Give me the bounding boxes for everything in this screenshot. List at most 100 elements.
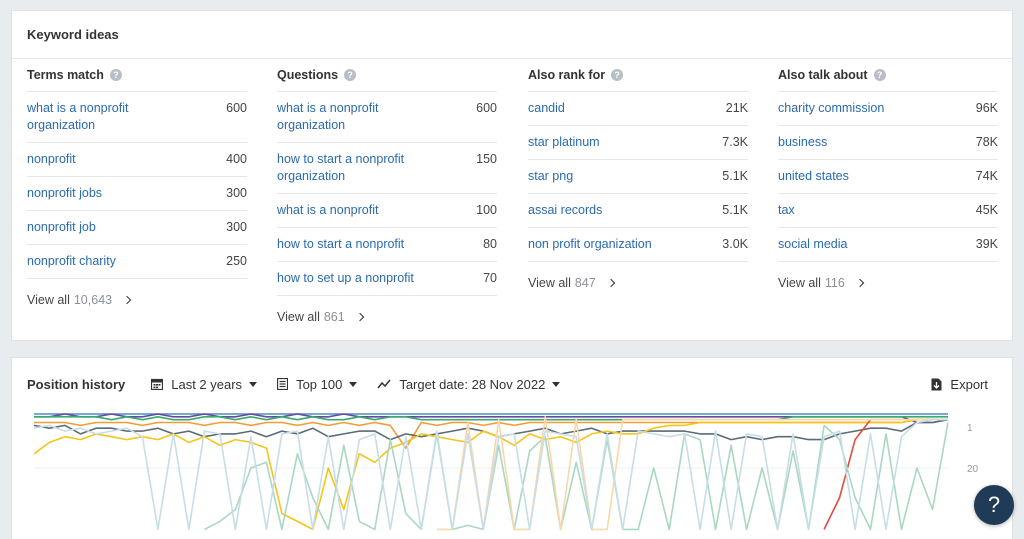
view-all-link[interactable]: View all 847 [528,276,748,290]
series-line[interactable] [204,422,949,531]
keyword-link[interactable]: nonprofit charity [27,254,116,268]
target-date-label: Target date: 28 Nov 2022 [399,376,546,392]
position-history-card: 1 20 Position history Last 2 years [11,357,1013,539]
keyword-link[interactable]: what is a nonprofit organization [27,101,129,132]
keyword-volume: 600 [226,101,247,115]
series-line[interactable] [33,418,948,531]
position-history-toolbar: Position history Last 2 years Top 100 [27,375,580,393]
keyword-link[interactable]: star platinum [528,135,600,149]
keyword-row: how to start a nonprofit organization 150 [277,143,497,194]
keyword-volume: 150 [476,152,497,166]
chevron-right-icon [122,295,132,305]
view-all-count: 861 [323,310,345,324]
keyword-link[interactable]: united states [778,169,849,183]
keyword-link[interactable]: nonprofit job [27,220,96,234]
keyword-link[interactable]: what is a nonprofit [277,203,379,217]
keyword-row: nonprofit job 300 [27,211,247,245]
list-icon [277,378,289,390]
keyword-row: nonprofit jobs 300 [27,177,247,211]
keyword-column: Questions? what is a nonprofit organizati… [277,59,497,324]
keyword-link[interactable]: tax [778,203,795,217]
keyword-volume: 39K [975,237,998,251]
help-button[interactable]: ? [974,485,1014,525]
keyword-volume: 600 [476,101,497,115]
keyword-volume: 5.1K [722,203,748,217]
y-tick-label: 1 [967,423,973,434]
keyword-row: how to set up a nonprofit 70 [277,262,497,296]
keyword-link[interactable]: nonprofit jobs [27,186,103,200]
column-heading-label: Terms match [27,68,104,82]
keyword-volume: 78K [975,135,998,149]
y-tick-label: 20 [967,464,979,475]
column-heading: Also rank for? [528,59,748,92]
keyword-volume: 5.1K [722,169,748,183]
chevron-down-icon [552,381,561,387]
keyword-column: Also rank for? candid 21K star platinum 7.3K… [528,59,748,290]
column-heading-label: Also talk about [778,68,868,82]
keyword-link[interactable]: what is a nonprofit organization [277,101,379,132]
column-heading: Terms match? [27,59,247,92]
series-line[interactable] [34,413,949,424]
view-all-label: View all [778,276,821,290]
keyword-link[interactable]: how to set up a nonprofit [277,271,414,285]
keyword-row: what is a nonprofit 100 [277,194,497,228]
keyword-link[interactable]: candid [528,101,565,115]
top-dropdown[interactable]: Top 100 [277,377,358,392]
keyword-volume: 80 [483,237,497,251]
keyword-row: candid 21K [528,92,748,126]
target-date-dropdown[interactable]: Target date: 28 Nov 2022 [377,376,561,392]
keyword-link[interactable]: charity commission [778,101,885,115]
keyword-volume: 300 [226,220,247,234]
keyword-volume: 74K [975,169,998,183]
keyword-volume: 400 [226,152,247,166]
keyword-ideas-card: Keyword ideas Terms match? what is a nonp… [11,10,1013,341]
view-all-link[interactable]: View all 116 [778,276,998,290]
keyword-link[interactable]: assai records [528,203,603,217]
keyword-link[interactable]: business [778,135,828,149]
view-all-link[interactable]: View all 10,643 [27,293,247,307]
export-label: Export [950,376,988,392]
keyword-row: assai records 5.1K [528,194,748,228]
divider [12,58,1012,59]
keyword-row: nonprofit 400 [27,143,247,177]
position-history-chart: 1 20 [33,413,979,531]
help-icon[interactable]: ? [611,69,624,81]
series-line[interactable] [33,418,948,531]
keyword-volume: 21K [725,101,748,115]
keyword-link[interactable]: how to start a nonprofit organization [277,152,405,183]
column-heading: Questions? [277,59,497,92]
keyword-row: charity commission 96K [778,92,998,126]
keyword-ideas-title: Keyword ideas [27,27,119,42]
export-icon [931,378,942,390]
chevron-right-icon [606,278,615,288]
keyword-row: star png 5.1K [528,160,748,194]
keyword-link[interactable]: how to start a nonprofit [277,237,405,251]
help-icon[interactable]: ? [873,69,886,81]
keyword-link[interactable]: nonprofit [27,152,76,166]
export-button[interactable]: Export [931,375,988,393]
help-icon[interactable]: ? [344,69,357,81]
view-all-count: 10,643 [73,293,113,307]
view-all-link[interactable]: View all 861 [277,310,497,324]
keyword-link[interactable]: non profit organization [528,237,652,251]
keyword-row: tax 45K [778,194,998,228]
chevron-right-icon [855,278,865,288]
keyword-row: united states 74K [778,160,998,194]
calendar-icon [151,378,164,390]
view-all-label: View all [277,310,320,324]
keyword-row: business 78K [778,126,998,160]
keyword-column: Terms match? what is a nonprofit organiza… [27,59,247,307]
keyword-row: nonprofit charity 250 [27,245,247,279]
keyword-row: how to start a nonprofit 80 [277,228,497,262]
view-all-label: View all [528,276,571,290]
keyword-volume: 3.0K [722,237,748,251]
help-icon[interactable]: ? [109,69,122,81]
keyword-link[interactable]: star png [528,169,574,183]
series-line[interactable] [34,416,948,421]
keyword-volume: 7.3K [722,135,748,149]
period-dropdown[interactable]: Last 2 years [151,377,258,392]
keyword-link[interactable]: social media [778,237,848,251]
series-line[interactable] [436,416,948,531]
trend-icon [377,379,391,389]
column-heading-label: Also rank for [528,68,606,82]
